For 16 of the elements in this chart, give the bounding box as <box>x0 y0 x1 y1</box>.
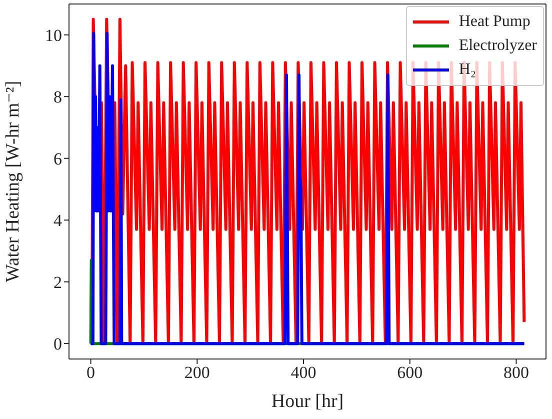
y-tick-label: 2 <box>54 272 62 292</box>
y-axis-title: Water Heating [W-hr m⁻²] <box>2 80 24 282</box>
y-tick-label: 4 <box>54 211 62 230</box>
x-tick-label: 800 <box>503 363 529 382</box>
x-tick-label: 400 <box>290 363 316 382</box>
legend-label: H₂ <box>458 61 476 79</box>
y-tick-label: 0 <box>54 334 62 354</box>
y-tick-label: 6 <box>54 149 62 168</box>
y-tick-label: 10 <box>45 26 62 45</box>
x-tick-label: 0 <box>86 363 96 382</box>
y-tick-label: 8 <box>54 88 62 107</box>
legend-label: Heat Pump <box>458 13 530 31</box>
legend-label: Electrolyzer <box>458 37 537 55</box>
x-axis-title: Hour [hr] <box>271 391 344 412</box>
x-tick-label: 600 <box>397 363 423 382</box>
x-tick-label: 200 <box>184 363 210 382</box>
